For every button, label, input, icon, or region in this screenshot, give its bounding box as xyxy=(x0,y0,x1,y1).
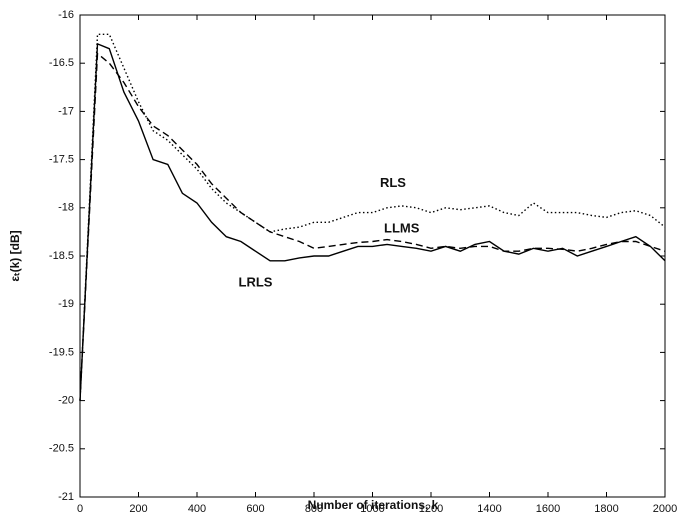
y-tick-label: -16.5 xyxy=(49,57,74,69)
x-tick-label: 2000 xyxy=(653,503,677,515)
x-tick-label: 800 xyxy=(305,503,323,515)
y-tick-label: -21 xyxy=(58,491,74,503)
x-tick-label: 400 xyxy=(188,503,206,515)
y-tick-label: -19.5 xyxy=(49,346,74,358)
x-axis-label: Number of iterations, k xyxy=(308,498,439,512)
series-label: RLS xyxy=(380,175,406,190)
x-tick-label: 1600 xyxy=(536,503,560,515)
x-tick-label: 600 xyxy=(246,503,264,515)
y-tick-label: -18.5 xyxy=(49,250,74,262)
series-line xyxy=(79,52,666,401)
y-tick-label: -20 xyxy=(58,395,74,407)
x-tick-label: 200 xyxy=(129,503,147,515)
x-tick-label: 1000 xyxy=(360,503,384,515)
series-line xyxy=(79,33,666,401)
series-label: LRLS xyxy=(239,274,273,289)
x-tick-label: 0 xyxy=(77,503,83,515)
y-tick-label: -17 xyxy=(58,105,74,117)
x-tick-label: 1200 xyxy=(419,503,443,515)
y-tick-label: -16 xyxy=(58,9,74,21)
y-tick-label: -18 xyxy=(58,202,74,214)
y-tick-label: -19 xyxy=(58,298,74,310)
x-tick-label: 1800 xyxy=(594,503,618,515)
y-tick-label: -20.5 xyxy=(49,443,74,455)
series-label: LLMS xyxy=(384,220,420,235)
y-tick-label: -17.5 xyxy=(49,154,74,166)
x-tick-label: 1400 xyxy=(477,503,501,515)
y-axis-label: εₜ(k) [dB] xyxy=(8,230,22,281)
series-line xyxy=(79,42,666,401)
